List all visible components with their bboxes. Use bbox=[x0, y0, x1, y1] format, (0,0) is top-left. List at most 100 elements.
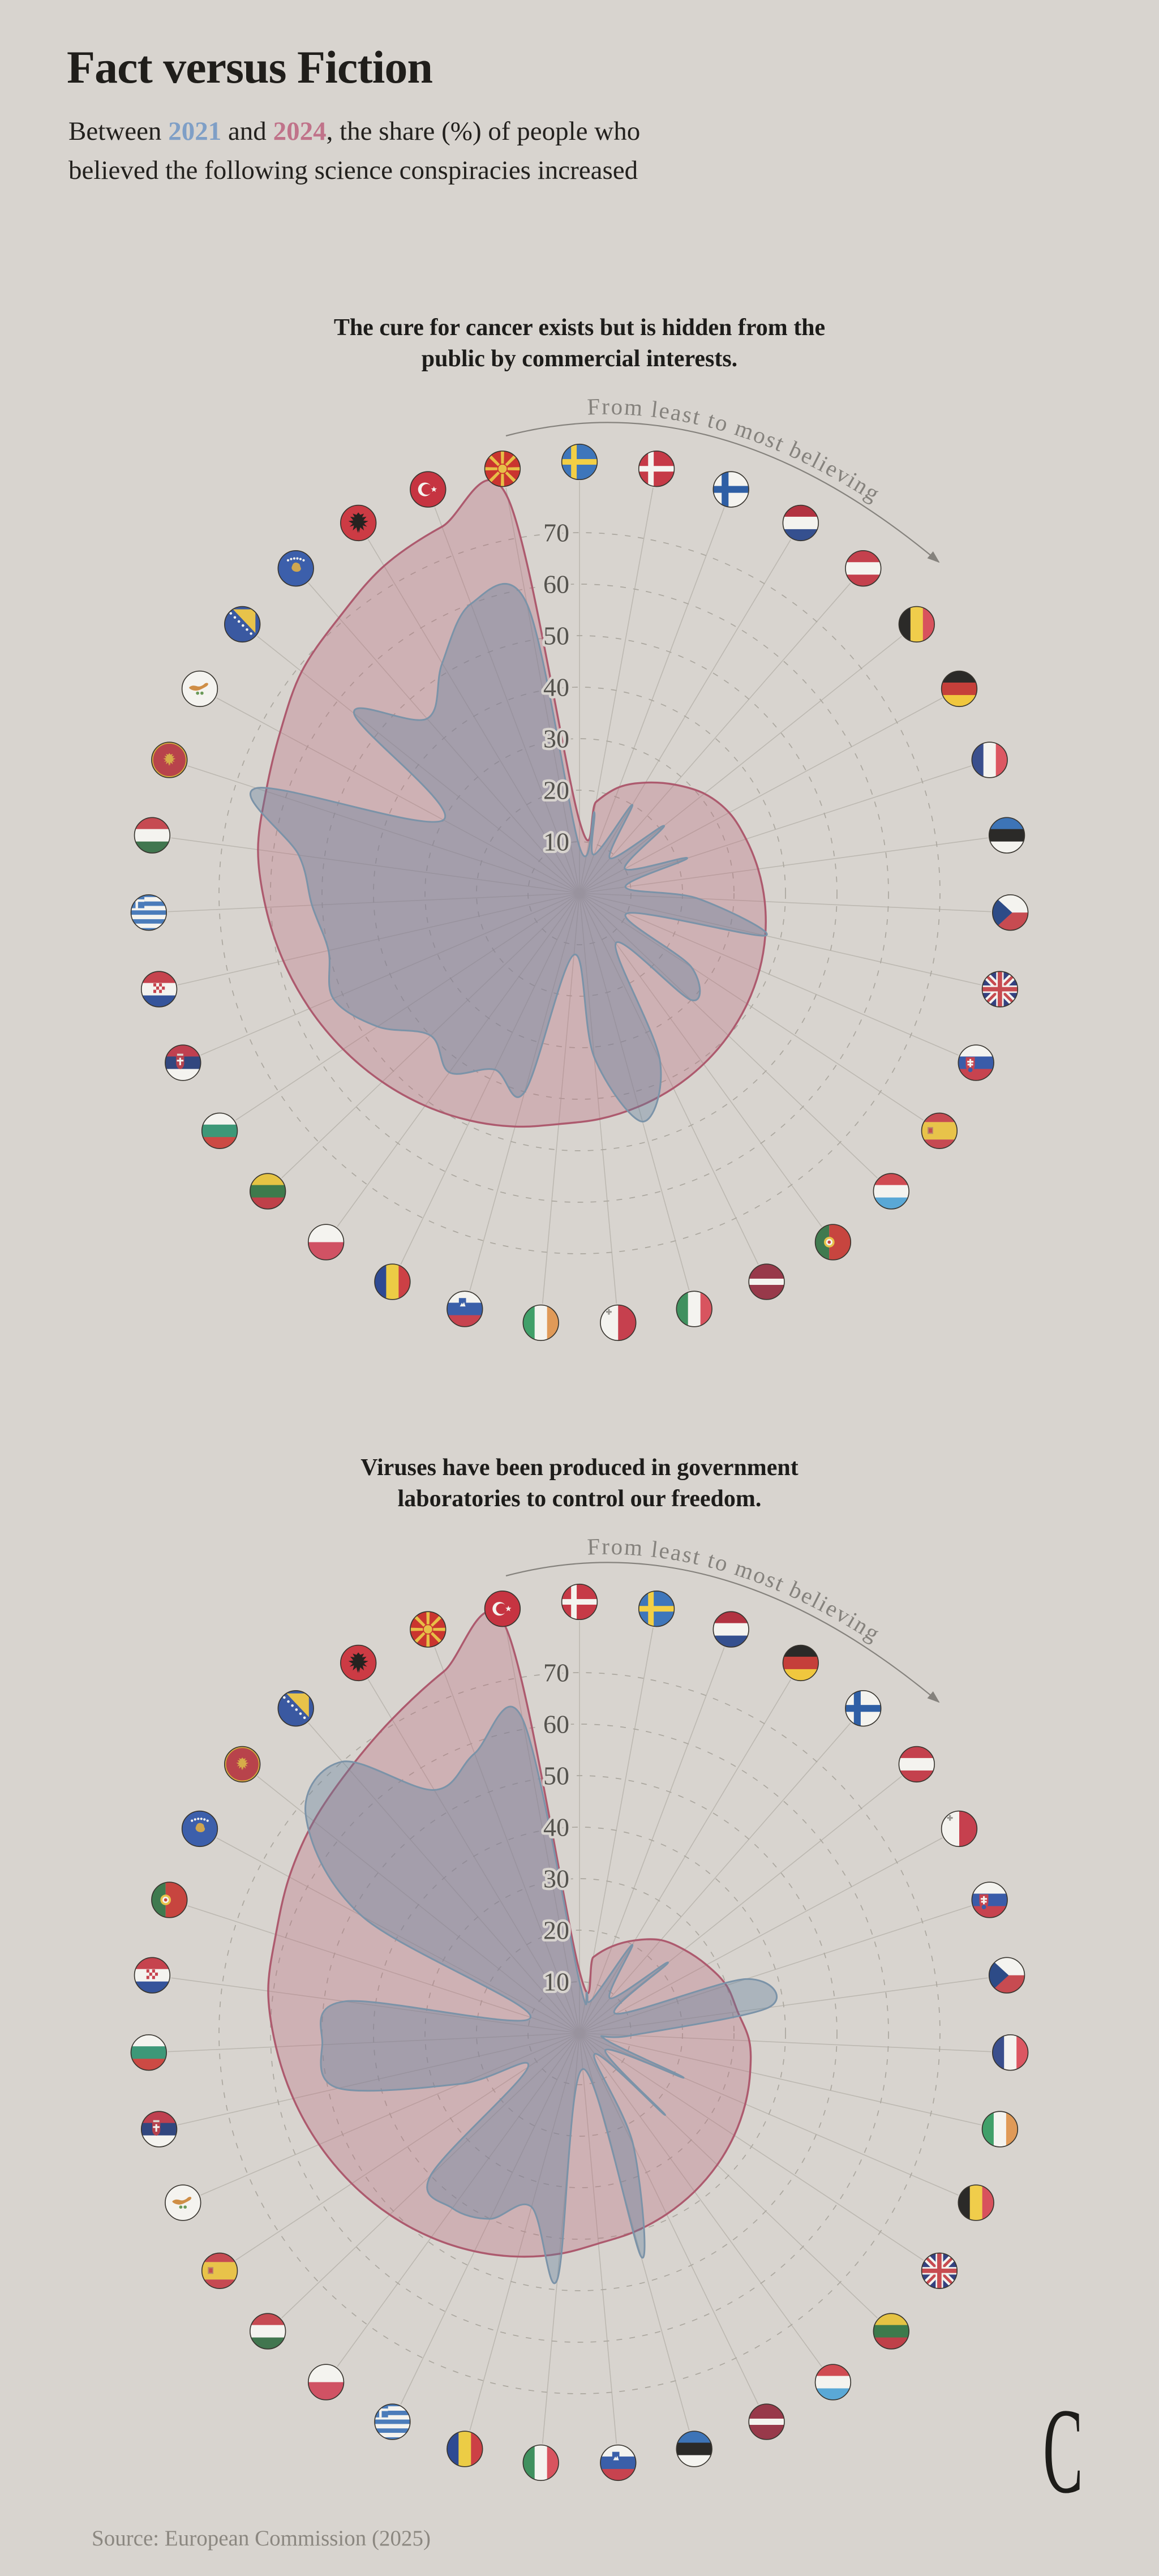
year-2021-label: 2021 bbox=[168, 117, 222, 146]
flag-slovenia-icon bbox=[447, 1291, 483, 1327]
chart-title-viruses: Viruses have been produced in government… bbox=[360, 1455, 799, 1512]
chart-title-cancer: The cure for cancer exists but is hidden… bbox=[333, 315, 826, 372]
flag-greece-icon bbox=[130, 894, 167, 931]
flag-estonia-icon bbox=[676, 2431, 712, 2467]
flag-montenegro-icon bbox=[151, 741, 188, 778]
source-note: Source: European Commission (2025) bbox=[92, 2526, 431, 2551]
country-flags bbox=[130, 443, 1029, 1341]
flag-ireland-icon bbox=[522, 1304, 559, 1341]
flag-finland-icon bbox=[712, 471, 749, 508]
flag-bosnia-and-herzegovina-icon bbox=[224, 606, 261, 643]
flag-malta-icon bbox=[941, 1810, 978, 1848]
flag-netherlands-icon bbox=[782, 504, 819, 542]
flag-montenegro-icon bbox=[224, 1746, 261, 1783]
flag-austria-icon bbox=[845, 550, 882, 587]
flag-malta-icon bbox=[600, 1304, 637, 1341]
flag-united-kingdom-icon bbox=[921, 2252, 958, 2289]
flag-bulgaria-icon bbox=[201, 1112, 238, 1149]
axis-tick-labels: 10 20 30 40 50 60 70 bbox=[541, 516, 572, 859]
flag-denmark-icon bbox=[638, 451, 675, 487]
flag-turkey-icon bbox=[484, 1591, 521, 1627]
svg-text:10: 10 bbox=[543, 1968, 569, 1996]
svg-text:20: 20 bbox=[543, 776, 569, 805]
flag-hungary-icon bbox=[134, 817, 171, 854]
brand-logo-letter: C bbox=[1043, 2382, 1083, 2519]
flag-lithuania-icon bbox=[873, 2313, 909, 2350]
svg-text:40: 40 bbox=[543, 1813, 569, 1842]
flag-denmark-icon bbox=[561, 1583, 598, 1621]
brand-logo: C bbox=[1043, 2389, 1083, 2512]
svg-text:70: 70 bbox=[543, 518, 569, 547]
flag-serbia-icon bbox=[140, 2111, 178, 2148]
svg-text:50: 50 bbox=[543, 622, 569, 650]
flag-latvia-icon bbox=[748, 2403, 785, 2440]
svg-text:50: 50 bbox=[543, 1761, 569, 1790]
grid-rings bbox=[218, 1672, 941, 2394]
flag-croatia-icon bbox=[140, 971, 178, 1008]
guide-arrow-icon bbox=[927, 1691, 940, 1703]
flag-hungary-icon bbox=[250, 2313, 286, 2350]
flag-luxembourg-icon bbox=[814, 2364, 852, 2401]
svg-text:40: 40 bbox=[543, 673, 569, 702]
flag-north-macedonia-icon bbox=[410, 1611, 447, 1648]
flag-finland-icon bbox=[845, 1690, 882, 1727]
flag-turkey-icon bbox=[410, 471, 447, 508]
svg-text:10: 10 bbox=[543, 828, 569, 856]
flag-cyprus-icon bbox=[165, 2184, 201, 2221]
svg-text:30: 30 bbox=[543, 725, 569, 753]
flag-sweden-icon bbox=[638, 1591, 675, 1627]
flag-cyprus-icon bbox=[181, 670, 218, 708]
flag-czechia-icon bbox=[992, 894, 1029, 931]
year-2024-label: 2024 bbox=[273, 117, 327, 146]
flag-slovenia-icon bbox=[600, 2444, 637, 2481]
flag-albania-icon bbox=[340, 1644, 377, 1682]
flag-slovakia-icon bbox=[958, 1044, 994, 1081]
flag-north-macedonia-icon bbox=[484, 451, 521, 487]
flag-estonia-icon bbox=[988, 817, 1025, 854]
flag-germany-icon bbox=[941, 670, 978, 708]
svg-text:60: 60 bbox=[543, 1710, 569, 1739]
flag-sweden-icon bbox=[561, 443, 598, 481]
area-2021 bbox=[304, 1705, 778, 2284]
flag-united-kingdom-icon bbox=[981, 971, 1019, 1008]
flag-serbia-icon bbox=[165, 1044, 201, 1081]
flag-france-icon bbox=[971, 741, 1008, 778]
flag-poland-icon bbox=[307, 2364, 345, 2401]
guide-arc bbox=[505, 422, 939, 563]
flag-bosnia-and-herzegovina-icon bbox=[277, 1690, 314, 1727]
flag-albania-icon bbox=[340, 504, 377, 542]
flag-romania-icon bbox=[374, 1263, 411, 1300]
flag-belgium-icon bbox=[958, 2184, 994, 2221]
flag-greece-icon bbox=[374, 2403, 411, 2440]
flag-portugal-icon bbox=[814, 1224, 852, 1261]
axis-tick-labels: 10 20 30 40 50 60 70 bbox=[541, 1656, 572, 1999]
country-flags bbox=[130, 1583, 1029, 2481]
flag-bulgaria-icon bbox=[130, 2034, 167, 2071]
area-2024 bbox=[257, 479, 767, 1128]
svg-text:30: 30 bbox=[543, 1865, 569, 1893]
svg-text:70: 70 bbox=[543, 1658, 569, 1687]
flag-spain-icon bbox=[201, 2252, 238, 2289]
flag-latvia-icon bbox=[748, 1263, 785, 1300]
flag-poland-icon bbox=[307, 1224, 345, 1261]
flag-netherlands-icon bbox=[712, 1611, 749, 1648]
guide-arrow-icon bbox=[927, 551, 940, 563]
page-title: Fact versus Fiction bbox=[67, 41, 433, 93]
subtitle-middle: and bbox=[221, 117, 273, 146]
flag-belgium-icon bbox=[898, 606, 935, 643]
subtitle: Between 2021 and 2024, the share (%) of … bbox=[68, 112, 736, 190]
flag-spain-icon bbox=[921, 1112, 958, 1149]
grid-rings bbox=[218, 532, 941, 1254]
flag-czechia-icon bbox=[988, 1957, 1025, 1994]
flag-italy-icon bbox=[676, 1291, 712, 1327]
flag-slovakia-icon bbox=[971, 1881, 1008, 1918]
flag-italy-icon bbox=[522, 2444, 559, 2481]
area-2021 bbox=[250, 582, 768, 1123]
flag-portugal-icon bbox=[151, 1881, 188, 1918]
flag-kosovo-icon bbox=[181, 1810, 218, 1848]
svg-text:20: 20 bbox=[543, 1916, 569, 1945]
flag-lithuania-icon bbox=[250, 1173, 286, 1210]
